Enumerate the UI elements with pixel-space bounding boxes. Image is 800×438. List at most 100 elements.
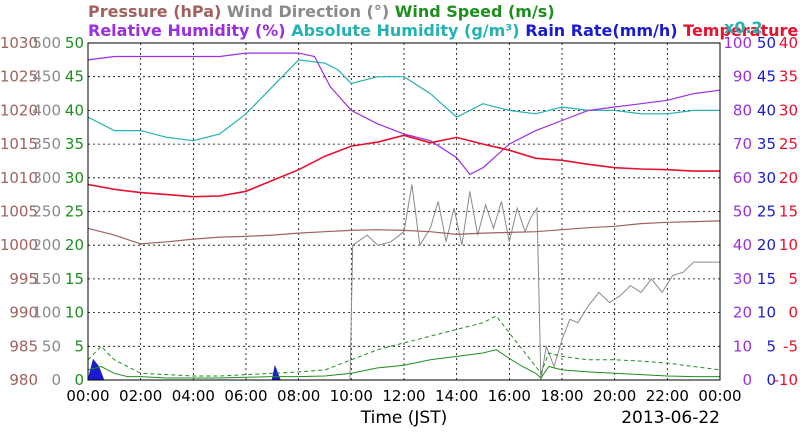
- legend-wind_speed: Wind Speed (m/s): [389, 2, 554, 21]
- rh-tick: 100: [723, 34, 752, 52]
- x-tick: 12:00: [382, 387, 425, 405]
- wind-gust-line: [87, 315, 721, 377]
- legend-row-1: Pressure (hPa) Wind Direction (°) Wind S…: [88, 2, 555, 21]
- x-tick: 22:00: [646, 387, 689, 405]
- absolute-humidity-line: [87, 59, 720, 142]
- wind-speed-line: [87, 349, 720, 379]
- pressure-tick: 1000: [0, 236, 38, 254]
- wind_dir-tick: 500: [32, 34, 61, 52]
- wind_speed-tick: 25: [65, 203, 84, 221]
- pressure-tick: 990: [9, 304, 38, 322]
- x-tick: 08:00: [277, 387, 320, 405]
- rain-tick: 15: [757, 270, 776, 288]
- rh-tick: 40: [733, 236, 752, 254]
- rain-tick: 5: [766, 337, 776, 355]
- x-tick: 10:00: [330, 387, 373, 405]
- legend-rain: Rain Rate(mm/h): [520, 21, 678, 40]
- wind_speed-tick: 50: [65, 34, 84, 52]
- temp-tick: -10: [774, 371, 799, 389]
- rh-tick: 70: [733, 135, 752, 153]
- wind_speed-tick: 0: [74, 371, 84, 389]
- temp-tick: 15: [779, 203, 798, 221]
- x-tick: 20:00: [593, 387, 636, 405]
- date-label: 2013-06-22: [621, 408, 720, 428]
- pressure-tick: 1005: [0, 203, 38, 221]
- rain-tick: 40: [757, 101, 776, 119]
- x-axis-label: Time (JST): [360, 408, 447, 428]
- rh-tick: 30: [733, 270, 752, 288]
- pressure-tick: 985: [9, 337, 38, 355]
- temp-tick: 5: [788, 270, 798, 288]
- wind_speed-tick: 5: [74, 337, 84, 355]
- temp-tick: 35: [779, 68, 798, 86]
- wind-direction-line: [251, 184, 720, 381]
- legend-temp: Temperature (°C): [678, 21, 800, 40]
- x-axis-ticks: 00:00 02:00 04:00 06:00 08:00 10:00 12:00 14:00…: [66, 387, 741, 405]
- temperature-line: [87, 134, 720, 198]
- rh-tick: 10: [733, 337, 752, 355]
- wind_dir-tick: 50: [42, 337, 61, 355]
- pressure-tick: 995: [9, 270, 38, 288]
- pressure-line: [87, 220, 721, 245]
- legend-row-2: Relative Humidity (%) Absolute Humidity …: [88, 18, 800, 40]
- legend1-text: Pressure (hPa) Wind Direction (°) Wind S…: [88, 2, 555, 21]
- abs-humidity-scale: x0.2: [724, 18, 763, 37]
- temp-tick: 40: [779, 34, 798, 52]
- rain-tick: 25: [757, 203, 776, 221]
- legend-wind_dir: Wind Direction (°): [221, 2, 389, 21]
- wind_speed-tick: 40: [65, 101, 84, 119]
- temp-tick: 20: [779, 169, 798, 187]
- x-tick: 16:00: [488, 387, 531, 405]
- rh-tick: 80: [733, 101, 752, 119]
- temp-tick: -5: [783, 337, 798, 355]
- pressure-tick: 1015: [0, 135, 38, 153]
- grid-lines: [88, 43, 720, 380]
- rh-tick: 60: [733, 169, 752, 187]
- relative-humidity-line: [87, 52, 721, 176]
- rain-tick: 35: [757, 135, 776, 153]
- rh-tick: 0: [742, 371, 752, 389]
- wind_dir-tick: 100: [32, 304, 61, 322]
- rain-tick: 10: [757, 304, 776, 322]
- rain-tick: 20: [757, 236, 776, 254]
- series-lines: [87, 52, 721, 381]
- rain-tick: 30: [757, 169, 776, 187]
- pressure-tick: 1030: [0, 34, 38, 52]
- temp-tick: 25: [779, 135, 798, 153]
- wind_dir-tick: 350: [32, 135, 61, 153]
- rh-tick: 50: [733, 203, 752, 221]
- temp-tick: 10: [779, 236, 798, 254]
- legend-abs_hum: Absolute Humidity (g/m³): [286, 21, 520, 40]
- rain-tick: 50: [757, 34, 776, 52]
- rh-tick: 90: [733, 68, 752, 86]
- x-tick: 06:00: [224, 387, 267, 405]
- pressure-tick: 980: [9, 371, 38, 389]
- wind_speed-tick: 10: [65, 304, 84, 322]
- legend2-text: Relative Humidity (%) Absolute Humidity …: [88, 21, 800, 40]
- wind_speed-tick: 15: [65, 270, 84, 288]
- pressure-tick: 1020: [0, 101, 38, 119]
- pressure-tick: 1010: [0, 169, 38, 187]
- wind_dir-tick: 400: [32, 101, 61, 119]
- wind_speed-tick: 30: [65, 169, 84, 187]
- legend-pressure: Pressure (hPa): [88, 2, 221, 21]
- x-tick: 02:00: [119, 387, 162, 405]
- x-tick: 18:00: [540, 387, 583, 405]
- temp-tick: 30: [779, 101, 798, 119]
- rain-tick: 45: [757, 68, 776, 86]
- wind_dir-tick: 0: [51, 371, 61, 389]
- wind_speed-tick: 45: [65, 68, 84, 86]
- wind_dir-tick: 200: [32, 236, 61, 254]
- wind_dir-tick: 300: [32, 169, 61, 187]
- x-tick: 00:00: [698, 387, 741, 405]
- x-tick: 04:00: [172, 387, 215, 405]
- wind_speed-tick: 35: [65, 135, 84, 153]
- plot-frame: [87, 42, 721, 381]
- x-tick: 14:00: [435, 387, 478, 405]
- wind_dir-tick: 450: [32, 68, 61, 86]
- legend-rh: Relative Humidity (%): [88, 21, 286, 40]
- rh-tick: 20: [733, 304, 752, 322]
